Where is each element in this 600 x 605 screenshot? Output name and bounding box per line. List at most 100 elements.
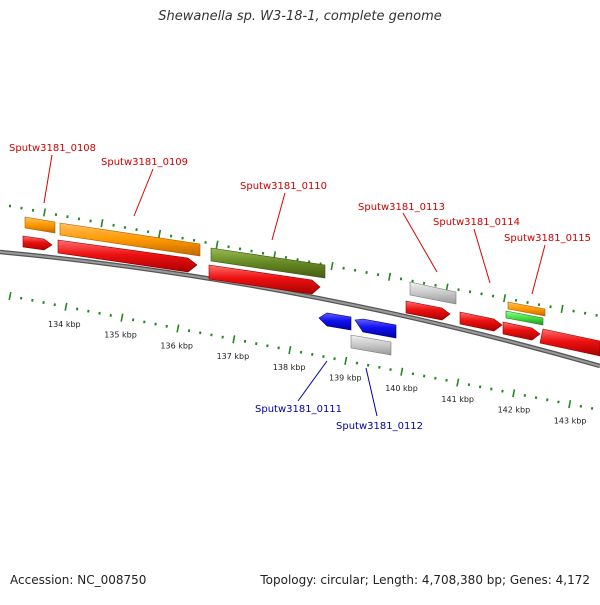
gene-label-sputw3181-0110[interactable]: Sputw3181_0110 (240, 181, 327, 192)
minor-tick (189, 329, 190, 332)
major-tick (289, 346, 291, 354)
minor-tick (148, 231, 149, 234)
minor-tick (527, 301, 528, 304)
minor-tick (228, 246, 229, 249)
scale-label: 136 kbp (160, 341, 193, 350)
major-tick (44, 209, 45, 217)
minor-tick (355, 269, 356, 272)
minor-tick (182, 237, 183, 240)
minor-tick (424, 282, 425, 285)
minor-tick (558, 401, 559, 404)
minor-tick (263, 252, 264, 255)
minor-tick (390, 368, 391, 371)
reverse-cds-arrow[interactable] (355, 319, 396, 338)
gray-feature[interactable] (410, 282, 456, 304)
major-tick (216, 241, 218, 249)
minor-tick (133, 319, 134, 322)
major-tick (513, 389, 515, 397)
minor-tick (194, 239, 195, 242)
gene-label-sputw3181-0113[interactable]: Sputw3181_0113 (358, 202, 445, 213)
minor-tick (222, 336, 223, 339)
major-tick (389, 273, 391, 281)
minor-tick (99, 312, 100, 315)
minor-tick (435, 284, 436, 287)
scale-label: 143 kbp (554, 416, 587, 425)
minor-tick (581, 405, 582, 408)
minor-tick (366, 271, 367, 274)
minor-tick (378, 273, 379, 276)
minor-tick (343, 267, 344, 270)
minor-tick (493, 295, 494, 298)
major-tick (457, 379, 459, 387)
minor-tick (547, 399, 548, 402)
minor-tick (458, 288, 459, 291)
scale-label: 138 kbp (273, 363, 306, 372)
scale-label: 141 kbp (441, 395, 474, 404)
minor-tick (539, 303, 540, 306)
minor-tick (412, 280, 413, 283)
minor-tick (245, 340, 246, 343)
minor-tick (401, 278, 402, 281)
gene-label-sputw3181-0109[interactable]: Sputw3181_0109 (101, 157, 188, 168)
major-tick (401, 368, 403, 376)
minor-tick (516, 299, 517, 302)
orange-feature[interactable] (25, 217, 55, 233)
reverse-cds-arrow[interactable] (319, 313, 351, 330)
gene-label-sputw3181-0111[interactable]: Sputw3181_0111 (255, 404, 342, 415)
minor-tick (469, 383, 470, 386)
scale-label: 134 kbp (48, 320, 81, 329)
major-tick (101, 219, 102, 227)
minor-tick (481, 293, 482, 296)
forward-cds-arrow[interactable] (503, 322, 540, 340)
minor-tick (144, 321, 145, 324)
scale-label: 139 kbp (329, 374, 362, 383)
minor-tick (446, 379, 447, 382)
minor-tick (550, 306, 551, 309)
gene-label-sputw3181-0115[interactable]: Sputw3181_0115 (504, 233, 591, 244)
minor-tick (111, 314, 112, 317)
minor-tick (211, 334, 212, 337)
gene-label-sputw3181-0112[interactable]: Sputw3181_0112 (336, 421, 423, 432)
gray-feature[interactable] (351, 335, 391, 355)
minor-tick (90, 220, 91, 223)
major-tick (159, 230, 161, 238)
leader-line (403, 213, 437, 272)
scale-label: 135 kbp (104, 331, 137, 340)
minor-tick (297, 258, 298, 261)
minor-tick (21, 297, 22, 300)
minor-tick (200, 332, 201, 335)
accession-text: Accession: NC_008750 (10, 573, 146, 587)
minor-tick (267, 345, 268, 348)
minor-tick (43, 301, 44, 304)
major-tick (561, 305, 562, 313)
minor-tick (379, 366, 380, 369)
minor-tick (205, 241, 206, 244)
forward-cds-arrow[interactable] (23, 236, 52, 250)
scale-label: 140 kbp (385, 384, 418, 393)
minor-tick (55, 303, 56, 306)
minor-tick (592, 407, 593, 410)
gene-label-sputw3181-0108[interactable]: Sputw3181_0108 (9, 143, 96, 154)
leader-line (366, 368, 377, 416)
minor-tick (77, 308, 78, 311)
minor-tick (88, 310, 89, 313)
major-tick (121, 314, 123, 322)
genome-title: Shewanella sp. W3-18-1, complete genome (0, 9, 600, 24)
scale-label: 137 kbp (217, 352, 250, 361)
minor-tick (286, 256, 287, 259)
major-tick (65, 303, 67, 311)
forward-cds-arrow[interactable] (460, 312, 502, 331)
minor-tick (256, 342, 257, 345)
minor-tick (301, 351, 302, 354)
leader-line (532, 245, 545, 294)
minor-tick (502, 390, 503, 393)
major-tick (177, 325, 179, 333)
minor-tick (136, 228, 137, 231)
leader-line (134, 169, 153, 216)
leader-line (474, 229, 490, 283)
minor-tick (480, 386, 481, 389)
leader-line (44, 155, 52, 203)
minor-tick (240, 248, 241, 251)
gene-label-sputw3181-0114[interactable]: Sputw3181_0114 (433, 217, 520, 228)
